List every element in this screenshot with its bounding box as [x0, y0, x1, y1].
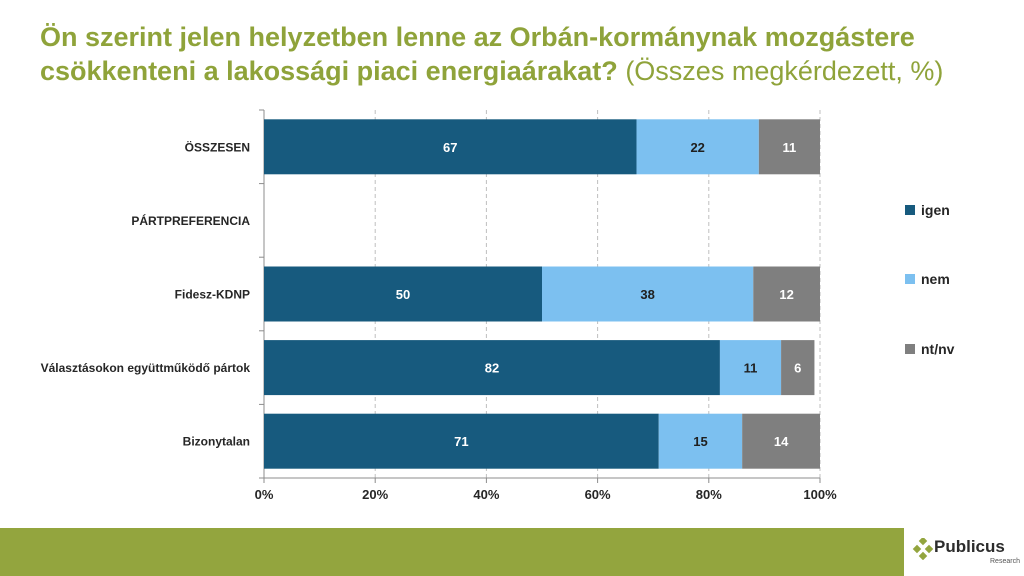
- bar-segment-ntnv: [758, 119, 820, 175]
- publicus-logo-icon: [912, 538, 934, 560]
- bar-segment-igen: [264, 119, 637, 175]
- data-label: 6: [794, 361, 801, 376]
- legend-label: igen: [921, 202, 950, 218]
- data-label: 11: [744, 361, 758, 376]
- legend-swatch-ntnv: [905, 344, 915, 354]
- logo-area: [904, 528, 1024, 576]
- category-label: Választásokon együttműködő pártok: [41, 361, 251, 375]
- chart-title: Ön szerint jelen helyzetben lenne az Orb…: [40, 20, 1000, 88]
- data-label: 15: [693, 434, 707, 449]
- bar-segment-nem: [719, 340, 782, 396]
- category-label: ÖSSZESEN: [185, 139, 250, 154]
- footer-bar: [0, 528, 1024, 576]
- data-label: 12: [779, 287, 793, 302]
- data-label: 11: [783, 140, 797, 155]
- data-label: 22: [690, 140, 704, 155]
- x-tick-label: 80%: [696, 487, 722, 502]
- bar-segment-igen: [264, 413, 659, 469]
- category-label: Bizonytalan: [183, 435, 250, 449]
- data-label: 38: [640, 287, 654, 302]
- x-tick-label: 60%: [585, 487, 611, 502]
- data-label: 71: [454, 434, 468, 449]
- legend-swatch-nem: [905, 274, 915, 284]
- bar-segment-ntnv: [781, 340, 815, 396]
- bar-segment-ntnv: [742, 413, 820, 469]
- data-label: 67: [443, 140, 457, 155]
- bar-segment-nem: [636, 119, 759, 175]
- x-tick-label: 0%: [255, 487, 274, 502]
- chart-title-subtitle: (Összes megkérdezett, %): [625, 56, 944, 86]
- x-tick-label: 100%: [803, 487, 837, 502]
- bar-segment-ntnv: [753, 266, 820, 322]
- category-label: Fidesz-KDNP: [175, 288, 250, 302]
- bar-segment-igen: [264, 266, 542, 322]
- legend-swatch-igen: [905, 205, 915, 215]
- category-label: PÁRTPREFERENCIA: [131, 213, 250, 228]
- bar-segment-nem: [658, 413, 743, 469]
- legend-label: nt/nv: [921, 341, 955, 357]
- x-tick-label: 20%: [362, 487, 388, 502]
- x-tick-label: 40%: [473, 487, 499, 502]
- data-label: 82: [485, 361, 499, 376]
- bar-segment-igen: [264, 340, 720, 396]
- legend-label: nem: [921, 271, 950, 287]
- chart-title-main: Ön szerint jelen helyzetben lenne az Orb…: [40, 22, 915, 86]
- bar-segment-nem: [542, 266, 754, 322]
- logo-subtext: Research: [990, 558, 1020, 565]
- logo-text: Publicus: [934, 537, 1005, 556]
- data-label: 14: [774, 434, 789, 449]
- stacked-bar-chart: 0% 20% 40% 60% 80% 100% ÖSSZESEN 67 22 11 PÁRTPREF…: [41, 109, 955, 502]
- data-label: 50: [396, 287, 410, 302]
